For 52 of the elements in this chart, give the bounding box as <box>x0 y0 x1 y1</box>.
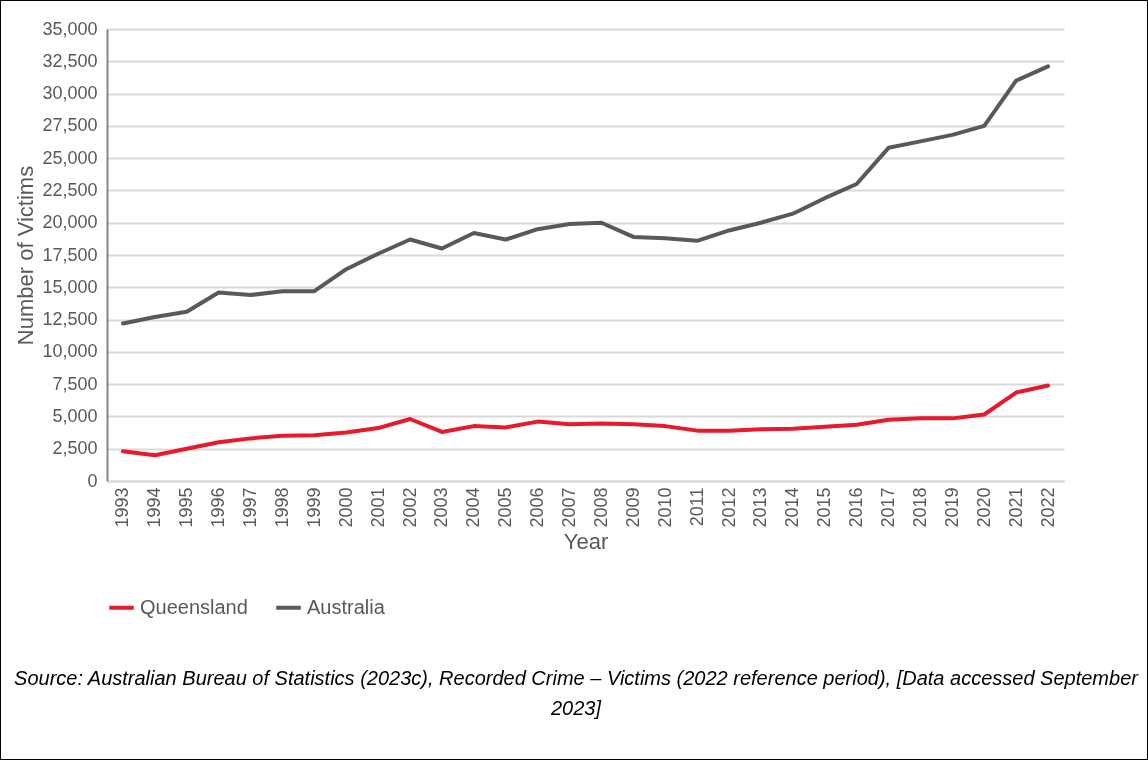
x-tick-label: 2003 <box>431 487 452 528</box>
x-tick-label: 1994 <box>144 487 165 528</box>
legend-label: Australia <box>307 595 386 618</box>
y-axis-title: Number of Victims <box>13 165 39 346</box>
y-tick-label: 15,000 <box>42 276 98 297</box>
x-tick-label: 2020 <box>973 487 994 528</box>
x-tick-label: 1999 <box>303 487 324 528</box>
x-tick-label: 2011 <box>686 487 707 527</box>
x-tick-label: 1995 <box>176 487 197 528</box>
y-tick-label: 10,000 <box>42 341 98 362</box>
x-tick-label: 2006 <box>527 487 548 528</box>
x-tick-label: 2001 <box>367 487 388 528</box>
x-axis-title: Year <box>563 528 609 554</box>
y-tick-label: 17,500 <box>42 244 98 265</box>
x-tick-label: 2017 <box>878 487 899 528</box>
x-tick-label: 2014 <box>782 487 803 528</box>
x-tick-label: 2007 <box>559 487 580 528</box>
x-tick-label: 2000 <box>335 487 356 528</box>
x-tick-label: 1996 <box>208 487 229 528</box>
x-tick-label: 2015 <box>814 487 835 528</box>
y-tick-label: 32,500 <box>42 50 98 71</box>
source-note: Source: Australian Bureau of Statistics (2023c), Recorded Crime – Victims (2022 reference period), [Data accessed September 2023] <box>13 666 1140 721</box>
y-tick-label: 35,000 <box>42 18 98 39</box>
x-tick-label: 2018 <box>909 487 930 528</box>
y-tick-label: 20,000 <box>42 212 98 233</box>
x-tick-label: 2016 <box>846 487 867 528</box>
x-tick-label: 2004 <box>463 487 484 528</box>
line-series <box>120 64 1051 326</box>
x-tick-label: 2008 <box>590 487 611 528</box>
x-tick-label: 2009 <box>622 487 643 528</box>
line-series <box>120 383 1051 458</box>
x-tick-label: 2019 <box>941 487 962 528</box>
legend-label: Queensland <box>140 595 248 618</box>
y-tick-label: 22,500 <box>42 179 98 200</box>
x-tick-label: 1998 <box>271 487 292 528</box>
y-tick-label: 5,000 <box>52 405 98 426</box>
x-tick-label: 1993 <box>112 487 133 528</box>
y-tick-label: 0 <box>87 470 98 491</box>
y-tick-label: 27,500 <box>42 115 98 136</box>
x-tick-label: 2005 <box>495 487 516 528</box>
y-tick-label: 30,000 <box>42 83 98 104</box>
y-tick-label: 2,500 <box>52 438 98 459</box>
x-tick-label: 1997 <box>240 487 261 528</box>
x-tick-label: 2013 <box>750 487 771 528</box>
x-tick-label: 2012 <box>718 487 739 528</box>
x-tick-label: 2021 <box>1005 487 1026 528</box>
y-tick-label: 12,500 <box>42 309 98 330</box>
y-tick-label: 25,000 <box>42 147 98 168</box>
x-tick-label: 2022 <box>1037 487 1058 528</box>
x-tick-label: 2002 <box>399 487 420 528</box>
x-tick-label: 2010 <box>654 487 675 528</box>
y-tick-label: 7,500 <box>52 373 98 394</box>
